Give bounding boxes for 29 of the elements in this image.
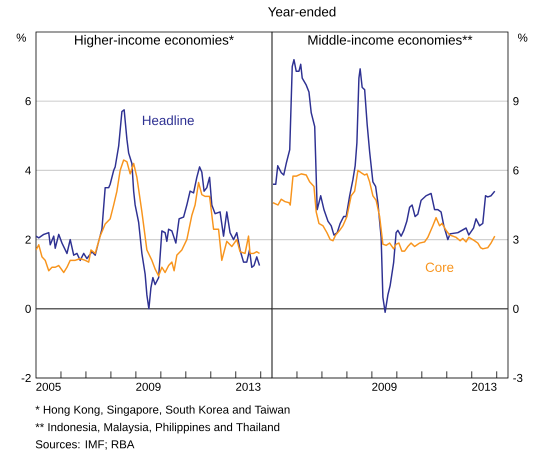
x-tick-label: 2009 (136, 382, 161, 391)
y-tick-label: 4 (25, 166, 31, 174)
y-tick-label: 0 (25, 304, 31, 313)
series-label: Headline (142, 115, 194, 126)
x-tick-label: 2005 (36, 382, 61, 391)
text: * Hong Kong, Singapore, South Korea and Taiwan (35, 405, 290, 416)
y-tick-label: 0 (513, 304, 519, 313)
y-tick-label: 9 (513, 97, 519, 106)
chart-title: Year-ended (268, 6, 336, 16)
source-note: Sources: IMF; RBA (36, 440, 134, 450)
chart-subtitle: Higher-income economies* (75, 34, 234, 48)
y-tick-label: 6 (513, 166, 519, 174)
y-tick-label: -2 (22, 374, 31, 382)
y-axis-title: % (16, 34, 26, 42)
x-tick-label: 2009 (372, 382, 397, 391)
line-series (272, 58, 496, 313)
y-tick-label: -3 (513, 374, 522, 382)
line-series (36, 159, 260, 277)
x-tick-label: 2013 (472, 382, 497, 391)
series-label: Core (426, 262, 454, 272)
y-axis-title: % (518, 34, 528, 42)
line-series (36, 109, 260, 310)
text: ** Indonesia, Malaysia, Philippines and Thailand (35, 422, 280, 434)
y-tick-label: 3 (513, 236, 519, 244)
x-tick-label: 2013 (236, 382, 261, 391)
y-tick-label: 2 (26, 236, 31, 244)
y-tick-label: 6 (26, 97, 31, 106)
chart-subtitle: Middle-income economies** (308, 34, 472, 45)
line-series (272, 170, 496, 252)
